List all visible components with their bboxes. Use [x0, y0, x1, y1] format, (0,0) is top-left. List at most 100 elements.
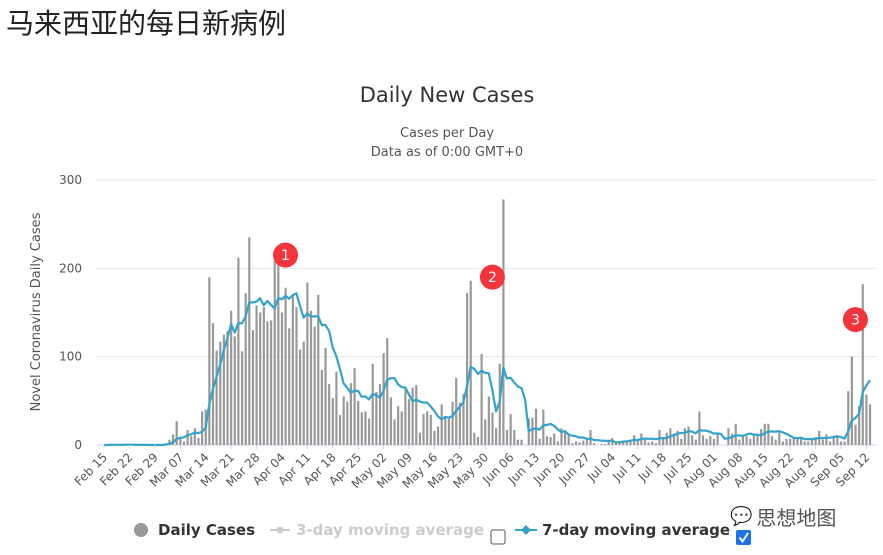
bar [716, 433, 719, 445]
checkbox-3day-average[interactable] [490, 529, 506, 545]
y-axis-label: Novel Coronavirus Daily Cases [29, 212, 44, 411]
bar [534, 408, 538, 445]
x-tick-label: Jul 04 [584, 450, 618, 484]
legend-daily-cases-marker[interactable] [134, 523, 148, 537]
bar [269, 320, 273, 445]
legend-7day-average[interactable]: 7-day moving average [542, 521, 730, 539]
bar [850, 356, 853, 445]
legend-7day-diamond-icon [521, 525, 531, 535]
checkbox-7day-average[interactable] [736, 530, 751, 545]
bar [694, 439, 697, 445]
bar [426, 411, 429, 445]
bar [712, 438, 716, 445]
bar [335, 371, 338, 445]
bar [625, 442, 628, 445]
bar [643, 439, 647, 445]
bar [799, 437, 803, 445]
bar [836, 435, 839, 445]
bar [407, 399, 411, 445]
bar [509, 414, 512, 445]
bar [415, 384, 418, 445]
y-tick-label: 100 [59, 350, 82, 364]
bar [266, 321, 269, 445]
bar [317, 294, 320, 445]
bar [861, 284, 864, 445]
bar [371, 363, 374, 445]
bar [505, 429, 509, 445]
bar [346, 401, 349, 445]
bar [364, 411, 367, 445]
checkmark-icon [738, 532, 749, 544]
bar [701, 435, 705, 445]
bar [480, 354, 483, 445]
bar [810, 438, 814, 445]
bar [302, 341, 305, 445]
bar [691, 435, 694, 445]
bar [255, 305, 258, 445]
bar [556, 441, 559, 445]
bar [248, 237, 251, 445]
bar [789, 438, 792, 445]
bar [462, 393, 465, 445]
bar [447, 418, 451, 445]
bar [193, 428, 196, 445]
y-tick-label: 0 [74, 438, 82, 452]
bar [429, 414, 432, 445]
y-tick-label: 300 [59, 173, 82, 187]
bar [843, 441, 846, 445]
bar [574, 441, 578, 445]
legend-daily-cases[interactable]: Daily Cases [158, 521, 255, 539]
bar [829, 441, 832, 445]
wechat-icon: 💬 [730, 506, 753, 527]
bar [466, 293, 469, 445]
bar [814, 437, 817, 445]
bar [672, 433, 676, 445]
bar [433, 430, 436, 445]
bar [484, 419, 487, 445]
bar [386, 338, 389, 445]
bar [542, 409, 545, 445]
bar [353, 368, 356, 445]
bar [262, 307, 265, 445]
bar [495, 428, 498, 445]
bar [201, 411, 204, 445]
bar [825, 434, 828, 445]
bar [288, 328, 291, 445]
bar [313, 326, 316, 445]
bar [291, 296, 294, 445]
bar [752, 435, 755, 445]
bar [251, 330, 255, 445]
bar [654, 443, 657, 445]
bar [770, 436, 774, 445]
bar [375, 392, 378, 445]
bar [868, 404, 872, 445]
bar [571, 443, 574, 445]
bar [538, 438, 541, 445]
bar [233, 336, 236, 445]
chart-subtitle: Data as of 0:00 GMT+0 [371, 145, 523, 160]
bar [190, 436, 193, 445]
bar [284, 287, 287, 445]
bar [280, 312, 284, 445]
bar [378, 384, 382, 445]
bar [680, 438, 683, 445]
bar [763, 423, 766, 445]
bar [767, 423, 770, 445]
bar [614, 442, 618, 445]
bar [549, 437, 552, 445]
bar [259, 312, 262, 445]
bar [520, 439, 523, 445]
bar [360, 412, 363, 445]
bar [436, 426, 440, 445]
bar [226, 331, 229, 445]
bar [516, 439, 520, 445]
legend-3day-average[interactable]: 3-day moving average [296, 521, 484, 539]
bar [328, 384, 331, 445]
bar [367, 418, 371, 445]
bar [687, 426, 690, 445]
bar [730, 433, 734, 445]
bar [237, 257, 240, 445]
x-tick-label: Jul 18 [635, 450, 669, 484]
bar [440, 404, 443, 445]
bar [774, 439, 777, 445]
